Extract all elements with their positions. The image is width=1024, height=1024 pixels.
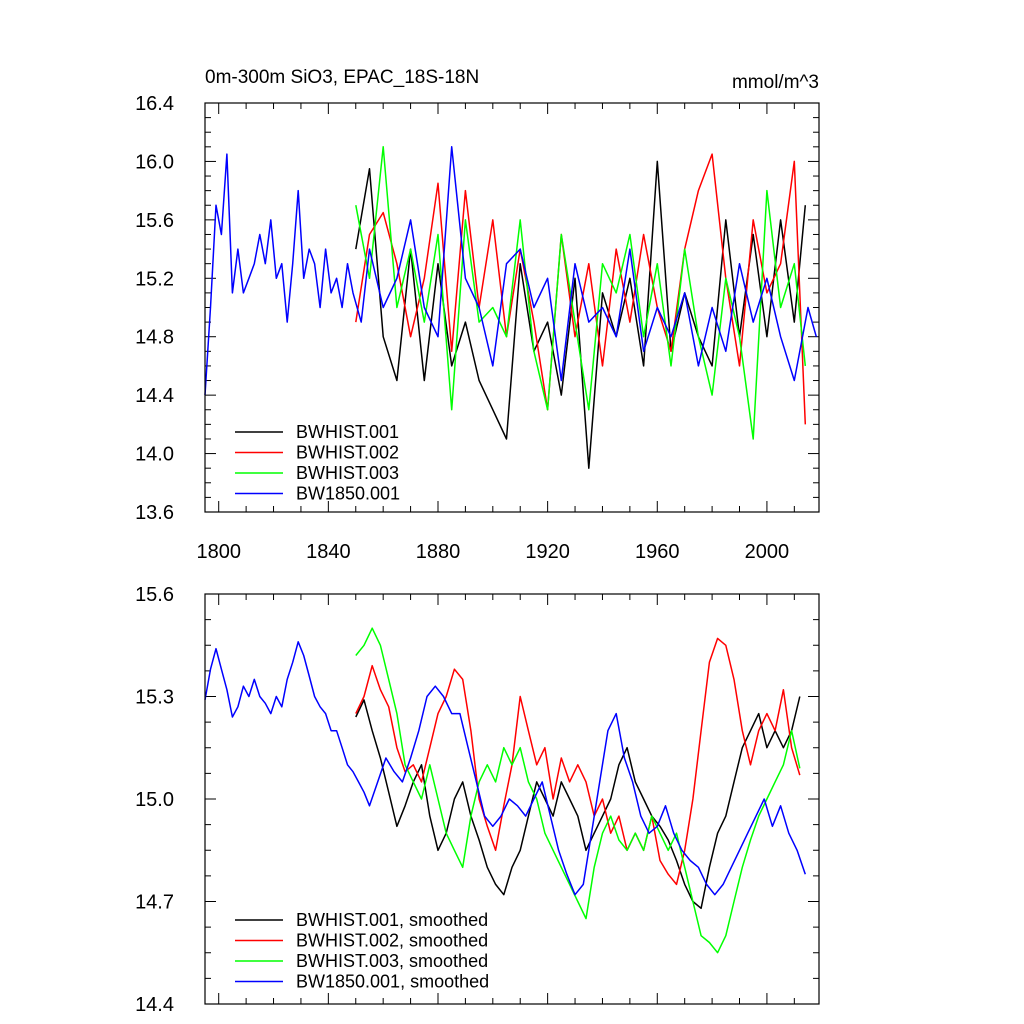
series-line-bwhist-002 xyxy=(355,153,807,425)
top-series-lines xyxy=(204,146,818,469)
legend-label: BWHIST.003 xyxy=(296,463,399,483)
bottom-y-tick-labels: 14.4 14.7 15.0 15.3 15.6 xyxy=(135,584,174,1016)
y-tick-label: 14.8 xyxy=(135,327,174,349)
series-line-bw1850-001 xyxy=(204,146,818,396)
bottom-panel: 14.4 14.7 15.0 15.3 15.6 BWHIST.001, smoothe… xyxy=(135,584,820,1016)
units-label: mmol/m^3 xyxy=(732,72,819,93)
legend-label: BW1850.001 xyxy=(296,484,400,504)
top-x-tick-labels: 1800 1840 1880 1920 1960 2000 xyxy=(196,541,789,563)
top-axis-ticks xyxy=(205,102,819,513)
legend-label: BWHIST.001, smoothed xyxy=(296,910,488,930)
y-tick-label: 16.0 xyxy=(135,151,174,173)
legend-label: BW1850.001, smoothed xyxy=(296,972,489,992)
series-line-bwhist-001-smoothed xyxy=(355,696,801,910)
legend-label: BWHIST.002, smoothed xyxy=(296,931,488,951)
y-tick-label: 16.4 xyxy=(135,93,174,115)
series-line-bwhist-003-smoothed xyxy=(355,627,801,954)
chart-title: 0m-300m SiO3, EPAC_18S-18N xyxy=(205,67,479,88)
y-tick-label: 15.2 xyxy=(135,268,174,290)
y-tick-label: 15.0 xyxy=(135,789,174,811)
legend-label: BWHIST.003, smoothed xyxy=(296,951,488,971)
legend-label: BWHIST.002 xyxy=(296,443,399,463)
y-tick-label: 15.6 xyxy=(135,584,174,606)
y-tick-label: 14.0 xyxy=(135,444,174,466)
x-tick-label: 1960 xyxy=(635,541,680,563)
x-tick-label: 1800 xyxy=(196,541,241,563)
series-line-bw1850-001-smoothed xyxy=(204,641,807,896)
bottom-series-lines xyxy=(204,627,807,954)
bottom-plot-frame xyxy=(204,593,820,1005)
top-panel: 0m-300m SiO3, EPAC_18S-18N mmol/m^3 13.6… xyxy=(135,67,820,563)
x-tick-label: 1840 xyxy=(306,541,351,563)
top-y-tick-labels: 13.6 14.0 14.4 14.8 15.2 15.6 16.0 16.4 xyxy=(135,93,174,524)
series-line-bwhist-003 xyxy=(355,146,807,440)
y-tick-label: 15.3 xyxy=(135,687,174,709)
legend-label: BWHIST.001 xyxy=(296,422,399,442)
series-line-bwhist-002-smoothed xyxy=(355,637,801,886)
y-tick-label: 13.6 xyxy=(135,502,174,524)
y-tick-label: 15.6 xyxy=(135,210,174,232)
y-tick-label: 14.7 xyxy=(135,892,174,914)
top-plot-frame xyxy=(204,102,820,513)
x-tick-label: 2000 xyxy=(745,541,790,563)
y-tick-label: 14.4 xyxy=(135,994,174,1016)
x-tick-label: 1880 xyxy=(416,541,461,563)
x-tick-label: 1920 xyxy=(525,541,570,563)
y-tick-label: 14.4 xyxy=(135,385,174,407)
